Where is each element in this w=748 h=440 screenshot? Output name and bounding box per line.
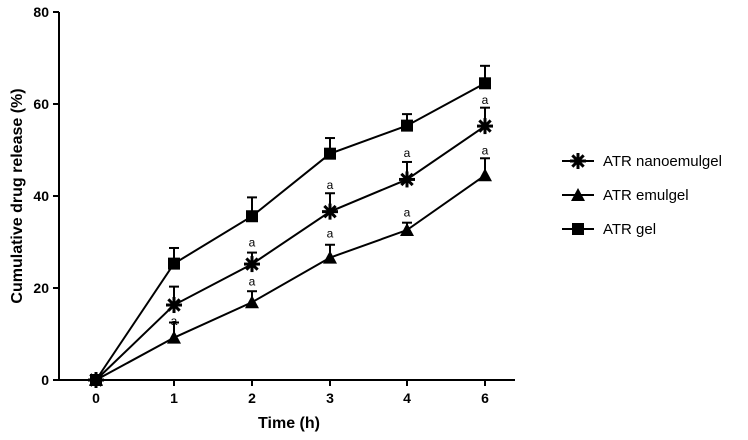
series-line [95, 125, 486, 381]
legend-item: ATR nanoemulgel [562, 153, 722, 170]
legend-label: ATR nanoemulgel [603, 153, 722, 170]
series-square [90, 64, 491, 386]
data-point [90, 374, 102, 386]
x-tick-label: 4 [403, 390, 411, 406]
data-point [478, 168, 492, 182]
significance-annotation: a [327, 226, 334, 240]
data-point [322, 203, 338, 220]
y-tick-label: 20 [33, 280, 49, 296]
data-point [167, 330, 181, 344]
series-line [95, 174, 486, 381]
legend-item: ATR gel [562, 221, 656, 238]
legend-label: ATR gel [603, 221, 656, 238]
series-triangle [89, 157, 492, 386]
x-tick-label: 2 [248, 390, 256, 406]
data-point [323, 250, 337, 264]
significance-annotation: a [404, 146, 411, 160]
series-line [95, 82, 486, 381]
significance-annotation: a [249, 236, 256, 250]
data-point [245, 295, 259, 309]
series-asterisk [88, 106, 493, 388]
data-point [401, 119, 413, 132]
data-point [324, 147, 336, 160]
x-tick-label: 6 [481, 390, 489, 406]
data-point [244, 256, 260, 273]
y-tick-label: 60 [33, 96, 49, 112]
data-point [479, 77, 491, 90]
legend-marker [571, 188, 585, 201]
significance-annotation: a [327, 178, 334, 192]
legend-marker [572, 223, 584, 235]
x-tick-label: 3 [326, 390, 334, 406]
plot-area: 0 20 40 60 80 0 1 2 3 4 6 a a a a a a a a a [33, 4, 515, 406]
legend-item: ATR emulgel [562, 187, 689, 204]
data-point [400, 223, 414, 237]
data-point [477, 118, 493, 135]
y-tick-label: 40 [33, 188, 49, 204]
data-point [166, 297, 182, 314]
y-tick-label: 0 [41, 372, 49, 388]
significance-annotation: a [482, 93, 489, 107]
legend-marker [570, 153, 586, 169]
data-point [399, 171, 415, 188]
significance-annotation: a [171, 314, 178, 328]
y-tick-label: 80 [33, 4, 49, 20]
data-point [168, 257, 180, 270]
significance-annotation: a [249, 275, 256, 289]
x-tick-label: 0 [92, 390, 100, 406]
y-axis-title: Cumulative drug release (%) [9, 88, 26, 303]
legend: ATR nanoemulgel ATR emulgel ATR gel [562, 153, 722, 238]
significance-annotation: a [404, 206, 411, 220]
x-tick-label: 1 [170, 390, 178, 406]
x-axis-title: Time (h) [258, 415, 320, 432]
legend-label: ATR emulgel [603, 187, 689, 204]
significance-annotation: a [482, 144, 489, 158]
data-point [246, 210, 258, 223]
